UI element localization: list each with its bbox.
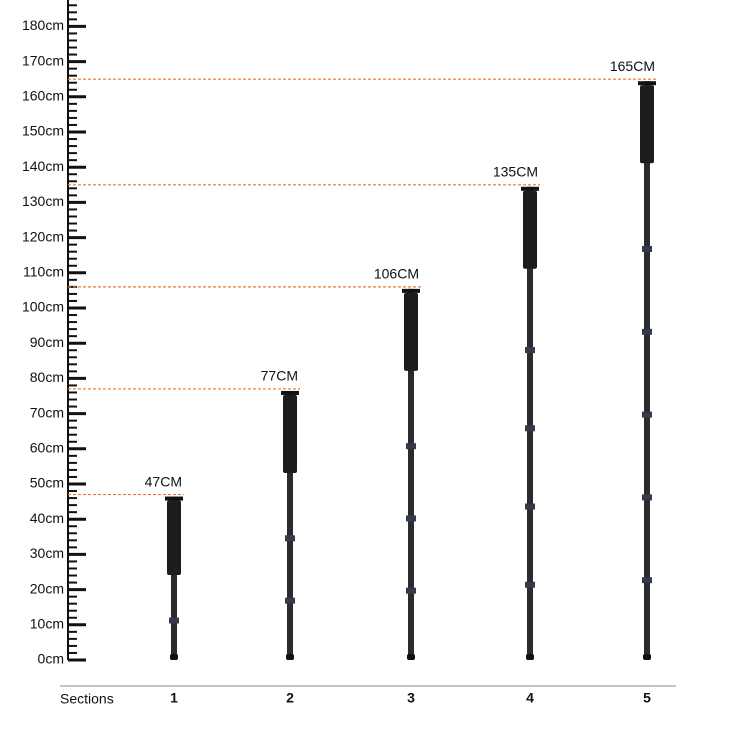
x-tick-label: 4	[526, 690, 534, 706]
y-tick-label: 50cm	[30, 475, 64, 491]
y-tick-label: 70cm	[30, 404, 64, 420]
y-tick-label: 60cm	[30, 440, 64, 456]
joint	[525, 503, 535, 510]
monopod-grip	[640, 85, 654, 164]
monopod-grip	[283, 394, 297, 473]
monopod-grip	[523, 190, 537, 269]
monopod-pole	[527, 186, 533, 661]
joint	[525, 347, 535, 354]
joint	[642, 577, 652, 584]
monopod-grip	[404, 292, 418, 371]
monopod-foot	[286, 654, 294, 660]
monopod-pole	[171, 496, 177, 660]
value-label: 135CM	[493, 164, 538, 180]
y-tick-label: 120cm	[22, 228, 64, 244]
value-label: 47CM	[145, 473, 182, 489]
monopod-cap	[521, 186, 539, 191]
y-tick-label: 10cm	[30, 616, 64, 632]
monopod-foot	[170, 654, 178, 660]
joint	[406, 515, 416, 522]
y-tick-label: 180cm	[22, 17, 64, 33]
x-axis-label: Sections	[60, 691, 114, 707]
monopod-foot	[526, 654, 534, 660]
joint	[169, 617, 179, 624]
monopod-cap	[402, 288, 420, 293]
y-tick-label: 40cm	[30, 510, 64, 526]
y-tick-label: 110cm	[23, 264, 64, 280]
x-tick-label: 5	[643, 690, 651, 706]
y-tick-label: 160cm	[22, 88, 64, 104]
y-tick-label: 30cm	[30, 545, 64, 561]
x-tick-label: 1	[170, 690, 178, 706]
monopod-cap	[281, 390, 299, 395]
y-tick-label: 0cm	[38, 651, 64, 667]
joint	[642, 494, 652, 501]
joint	[285, 597, 295, 604]
monopod-pole	[408, 288, 414, 660]
monopod-pole	[644, 81, 650, 660]
joint	[285, 535, 295, 542]
y-tick-label: 80cm	[30, 369, 64, 385]
joint	[525, 581, 535, 588]
value-label: 106CM	[374, 266, 419, 282]
monopod-foot	[407, 654, 415, 660]
monopod-cap	[638, 81, 656, 86]
value-label: 77CM	[261, 368, 298, 384]
y-tick-label: 140cm	[22, 158, 64, 174]
y-tick-label: 100cm	[22, 299, 64, 315]
joint	[642, 328, 652, 335]
joint	[406, 443, 416, 450]
monopod-foot	[643, 654, 651, 660]
monopod-cap	[165, 496, 183, 501]
value-label: 165CM	[610, 58, 655, 74]
joint	[525, 425, 535, 432]
y-tick-label: 20cm	[30, 580, 64, 596]
y-tick-label: 150cm	[22, 123, 64, 139]
y-tick-label: 170cm	[22, 52, 64, 68]
joint	[642, 246, 652, 252]
monopod-grip	[167, 500, 181, 576]
joint	[642, 411, 652, 418]
y-tick-label: 130cm	[22, 193, 64, 209]
y-tick-label: 90cm	[30, 334, 64, 350]
monopod-pole	[287, 390, 293, 660]
x-tick-label: 3	[407, 690, 415, 706]
x-tick-label: 2	[286, 690, 294, 706]
joint	[406, 587, 416, 594]
